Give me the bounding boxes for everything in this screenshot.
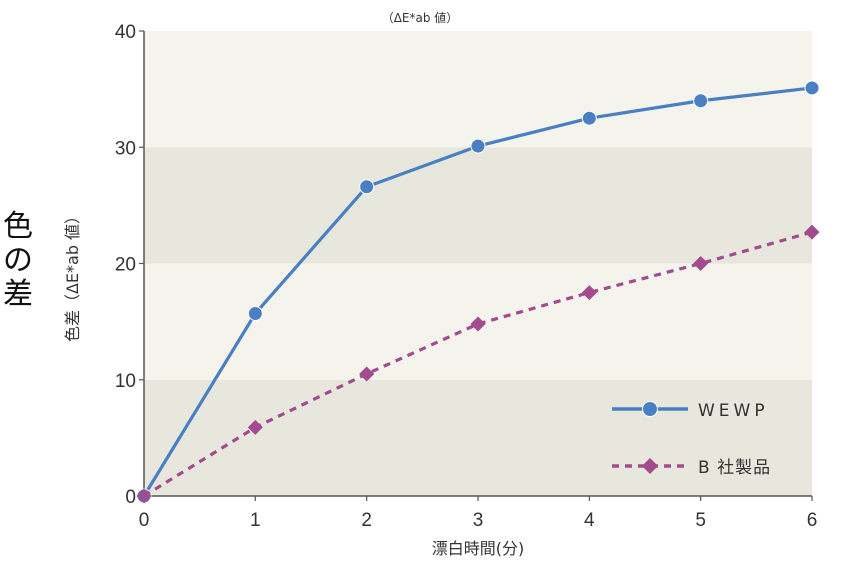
- data-point: [359, 366, 375, 382]
- x-tick-label: 5: [695, 510, 706, 531]
- grid-band: [144, 147, 812, 264]
- legend-label: B 社製品: [698, 458, 771, 478]
- data-point: [581, 285, 597, 301]
- data-point: [581, 110, 597, 126]
- x-axis-title: 漂白時間(分): [432, 539, 525, 558]
- y-tick-label: 10: [115, 371, 136, 392]
- data-point: [470, 316, 486, 332]
- series-b-product: [136, 224, 820, 504]
- x-tick-label: 4: [584, 510, 595, 531]
- x-tick-label: 2: [361, 510, 372, 531]
- legend-marker: [642, 458, 658, 474]
- data-point: [693, 256, 709, 271]
- x-tick-label: 6: [807, 510, 818, 531]
- legend-label: WEWP: [698, 401, 769, 421]
- series-layer: [136, 80, 820, 504]
- x-tick-label: 1: [250, 510, 261, 531]
- data-point: [693, 93, 709, 109]
- side-title-char: 差: [3, 277, 33, 312]
- side-title: 色 の 差: [0, 210, 36, 312]
- side-title-char: 色: [3, 209, 33, 244]
- legend: WEWP B 社製品: [612, 401, 771, 478]
- data-point: [136, 488, 152, 504]
- y-tick-label: 0: [125, 487, 136, 508]
- x-tick-label: 0: [139, 510, 150, 531]
- y-tick-label: 30: [115, 138, 136, 159]
- grid-band: [144, 379, 812, 496]
- y-tick-label: 40: [115, 22, 136, 43]
- legend-marker: [642, 401, 658, 417]
- data-point: [247, 305, 263, 321]
- side-title-char: の: [3, 243, 33, 278]
- data-point: [359, 179, 375, 195]
- x-tick-label: 3: [473, 510, 484, 531]
- data-point: [804, 224, 820, 240]
- data-point: [247, 419, 263, 435]
- data-point: [470, 138, 486, 154]
- data-point: [804, 80, 820, 96]
- y-tick-label: 20: [115, 255, 136, 276]
- tick-labels: 0 10 20 30 40 0 1 2 3 4 5 6: [115, 22, 817, 531]
- top-note: （ΔE*ab 値）: [382, 10, 459, 25]
- y-axis-title: 色差（ΔE*ab 値）: [63, 208, 82, 342]
- grid-band: [144, 31, 812, 148]
